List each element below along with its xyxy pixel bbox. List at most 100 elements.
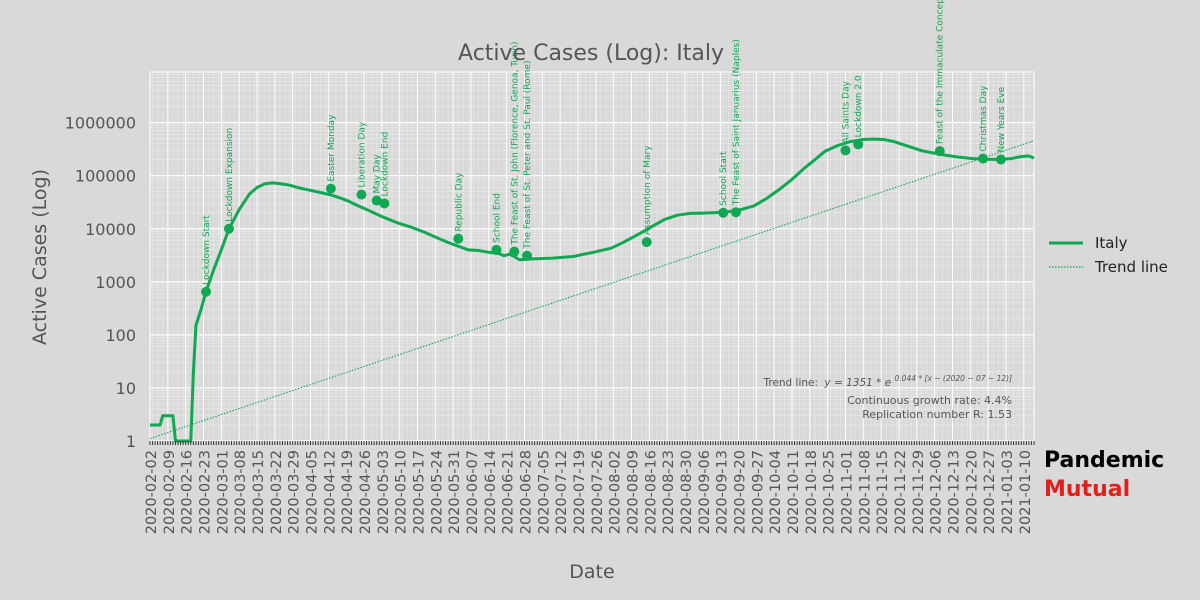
- x-tick-label: 2020-04-26: [358, 450, 374, 534]
- event-marker: [223, 223, 234, 234]
- x-tick-label: 2020-04-19: [340, 450, 356, 534]
- x-tick-label: 2020-03-08: [233, 450, 249, 534]
- replication-text: Replication number R: 1.53: [862, 408, 1012, 421]
- y-tick-label: 100: [105, 326, 136, 345]
- event-marker: [491, 244, 502, 255]
- y-tick-label: 100000: [75, 167, 136, 186]
- x-tick-label: 2020-08-30: [679, 450, 695, 534]
- x-tick-label: 2020-05-31: [447, 450, 463, 534]
- event-label: Lockdown End: [380, 132, 390, 197]
- event-label: Republic Day: [454, 172, 464, 232]
- x-tick-label: 2020-07-26: [590, 450, 606, 534]
- event-label: The Feast of St. John (Florence, Genoa, …: [510, 41, 520, 245]
- y-tick-label: 1000: [95, 273, 136, 292]
- x-tick-label: 2020-04-05: [304, 450, 320, 534]
- event-marker: [201, 286, 212, 297]
- x-tick-label: 2020-08-16: [643, 450, 659, 534]
- plot-border: [149, 71, 1035, 442]
- x-tick-label: 2020-08-23: [661, 450, 677, 534]
- event-marker: [995, 154, 1006, 165]
- x-tick-label: 2020-09-20: [732, 450, 748, 534]
- event-label: Christmas Day: [979, 85, 989, 152]
- x-tick-label: 2020-07-12: [554, 450, 570, 534]
- x-tick-label: 2020-06-21: [501, 450, 517, 534]
- event-marker: [325, 183, 336, 194]
- x-tick-label: 2020-12-27: [982, 450, 998, 534]
- x-tick-label: 2020-06-07: [465, 450, 481, 534]
- event-label: May Day: [373, 154, 383, 194]
- trend-line: [149, 140, 1035, 440]
- event-label: School Start: [719, 151, 729, 206]
- x-tick-label: 2020-09-13: [715, 450, 731, 534]
- x-tick-label: 2020-03-22: [269, 450, 285, 534]
- x-tick-label: 2020-12-06: [929, 450, 945, 534]
- x-tick-label: 2021-01-10: [1018, 450, 1034, 534]
- x-tick-label: 2020-02-02: [144, 450, 160, 534]
- x-tick-label: 2020-02-16: [180, 450, 196, 534]
- x-tick-label: 2020-08-02: [608, 450, 624, 534]
- x-tick-label: 2020-11-08: [857, 450, 873, 534]
- x-tick-label: 2020-09-27: [750, 450, 766, 534]
- x-tick-label: 2020-04-12: [322, 450, 338, 534]
- x-axis-label: Date: [569, 561, 614, 583]
- x-tick-label: 2020-07-05: [536, 450, 552, 534]
- x-tick-label: 2020-07-19: [572, 450, 588, 534]
- trend-line-path: [149, 140, 1035, 440]
- event-label: Lockdown Expansion: [225, 128, 235, 222]
- x-tick-label: 2020-11-22: [893, 450, 909, 534]
- legend-label-trend: Trend line: [1094, 258, 1168, 276]
- event-marker: [356, 189, 367, 200]
- event-marker: [522, 250, 533, 261]
- brand-mutual: Mutual: [1044, 477, 1131, 502]
- x-tick-label: 2021-01-03: [1000, 450, 1016, 534]
- event-label: Easter Monday: [327, 114, 337, 182]
- event-marker: [934, 146, 945, 157]
- event-label: The Feast of St. Peter and St. Paul (Rom…: [523, 61, 533, 250]
- event-label: Lockdown 2.0: [854, 75, 864, 137]
- event-label: New Years Eve: [997, 86, 1007, 152]
- x-tick-label: 2020-09-06: [697, 450, 713, 534]
- x-tick-label: 2020-08-09: [625, 450, 641, 534]
- event-marker: [453, 233, 464, 244]
- x-axis-ticks: 2020-02-02 2020-02-09 2020-02-16 2020-02-23…: [144, 441, 1035, 534]
- event-label: All Saints Day: [841, 80, 851, 143]
- x-tick-label: 2020-06-28: [518, 450, 534, 534]
- x-tick-label: 2020-12-13: [946, 450, 962, 534]
- event-marker: [379, 198, 390, 209]
- event-marker: [978, 153, 989, 164]
- series-italy-line: [150, 137, 1035, 443]
- grid: [149, 71, 1035, 442]
- y-tick-label: 1000000: [65, 114, 136, 133]
- x-tick-label: 2020-05-24: [429, 450, 445, 534]
- y-tick-label: 1: [126, 432, 136, 451]
- event-marker: [641, 237, 652, 248]
- x-tick-label: 2020-05-10: [394, 450, 410, 534]
- x-tick-label: 2020-02-23: [197, 450, 213, 534]
- x-tick-label: 2020-03-29: [287, 450, 303, 534]
- y-axis-label: Active Cases (Log): [29, 169, 51, 345]
- event-label: Feast of the Immaculate Conception: [936, 0, 946, 144]
- event-label: Assumption of Mary: [643, 145, 653, 235]
- x-tick-label: 2020-05-03: [376, 450, 392, 534]
- x-tick-label: 2020-03-01: [215, 450, 231, 534]
- x-tick-label: 2020-11-01: [839, 450, 855, 534]
- x-tick-label: 2020-10-04: [768, 450, 784, 534]
- x-tick-label: 2020-11-29: [911, 450, 927, 534]
- series-italy: [150, 137, 1035, 443]
- x-tick-label: 2020-11-15: [875, 450, 891, 534]
- y-tick-label: 10: [116, 379, 136, 398]
- legend-label-italy: Italy: [1095, 234, 1128, 252]
- y-axis-ticks: 1 10 100 1000 10000 100000 1000000: [65, 114, 136, 451]
- y-tick-label: 10000: [85, 220, 136, 239]
- event-marker: [371, 195, 382, 206]
- x-tick-label: 2020-10-25: [822, 450, 838, 534]
- event-label: School End: [492, 193, 502, 243]
- x-tick-label: 2020-06-14: [483, 450, 499, 534]
- trend-annotation: Trend line: y = 1351 * e 0.044 * [x − (2…: [762, 374, 1012, 421]
- x-tick-label: 2020-03-15: [251, 450, 267, 534]
- x-tick-label: 2020-12-20: [964, 450, 980, 534]
- legend: Italy Trend line: [1049, 234, 1168, 276]
- event-marker: [718, 207, 729, 218]
- event-marker: [509, 246, 520, 257]
